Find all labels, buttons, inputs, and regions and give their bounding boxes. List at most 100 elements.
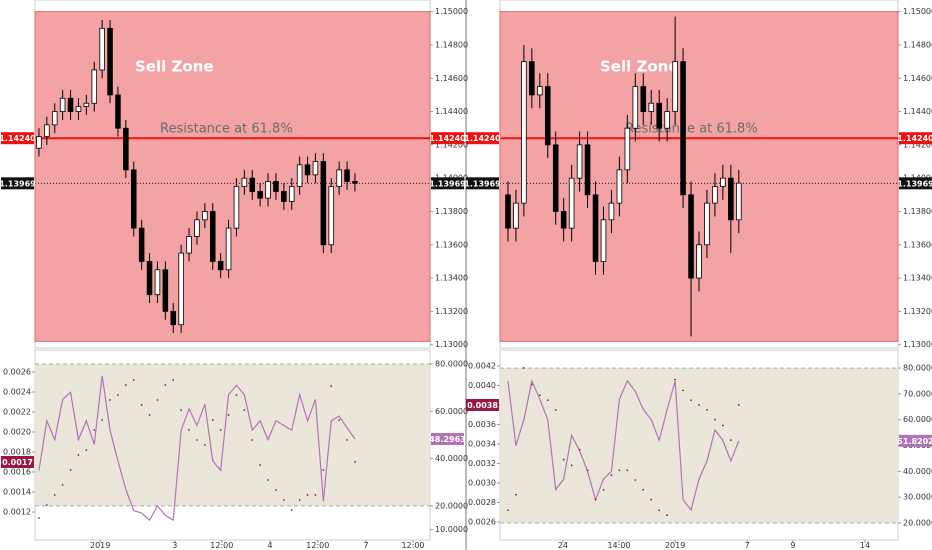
- y-tick-label: 0.0020: [3, 428, 31, 437]
- indicator-dot: [148, 414, 151, 416]
- price-tag: [1, 456, 34, 468]
- zone-label: Sell Zone: [135, 58, 214, 76]
- indicator-dot: [290, 509, 293, 511]
- price-tag: [466, 398, 499, 411]
- price-tag: [1, 132, 34, 145]
- y-tick-label: 0.0016: [3, 468, 31, 477]
- candle-body: [576, 144, 583, 179]
- candle-body: [616, 169, 623, 204]
- y-tick-label: 1.14200: [435, 140, 468, 149]
- y-tick-label: 1.14400: [903, 107, 932, 116]
- y-tick-label: 0.0026: [3, 368, 31, 377]
- candle-body: [225, 227, 232, 271]
- indicator-dot: [267, 479, 269, 481]
- indicator-dot: [227, 414, 230, 416]
- x-tick-label: 2019: [90, 541, 110, 550]
- indicator-dot: [507, 509, 509, 512]
- candle-body: [288, 186, 295, 202]
- indicator-dot: [219, 429, 222, 431]
- candle-body: [312, 161, 319, 176]
- candle-body: [328, 186, 335, 246]
- indicator-dot: [515, 493, 517, 496]
- y-tick-label: 1.14600: [435, 74, 468, 83]
- candle-body: [592, 194, 599, 262]
- x-tick-label: 12:00: [401, 541, 424, 550]
- indicator-dot: [562, 458, 565, 461]
- price-tag-label: 1.13969: [0, 179, 36, 188]
- indicator-dot: [61, 484, 64, 486]
- candle-body: [552, 144, 559, 212]
- y2-tick-label: 20.0000: [903, 518, 932, 527]
- indicator-band: [500, 368, 898, 523]
- candle-body: [123, 127, 129, 171]
- indicator-dot: [737, 404, 740, 406]
- y2-tick-label: 40.0000: [903, 467, 932, 476]
- price-tag-label: 1.13969: [897, 179, 932, 188]
- price-tag: [899, 434, 932, 447]
- y-tick-label: 1.14400: [435, 107, 468, 116]
- candle-body: [194, 219, 200, 237]
- candle-body: [146, 261, 153, 296]
- candle-body: [352, 181, 358, 184]
- y-tick-label: 1.15000: [435, 7, 468, 16]
- candle-body: [568, 177, 575, 229]
- candle-body: [608, 202, 615, 221]
- x-tick-label: 24: [558, 541, 568, 550]
- candle-body: [680, 61, 686, 196]
- indicator-dot: [658, 509, 661, 512]
- price-tag-label: 48.2963: [429, 435, 465, 444]
- candle-body: [154, 269, 161, 296]
- candle-body: [202, 211, 208, 221]
- price-tag: [899, 132, 932, 145]
- indicator-dot: [634, 479, 637, 481]
- indicator-dot: [330, 385, 333, 387]
- candle-body: [600, 219, 607, 262]
- candle-body: [273, 181, 279, 192]
- candle-body: [544, 86, 551, 146]
- indicator-dot: [172, 379, 175, 381]
- x-tick-label: 9: [790, 541, 795, 550]
- indicator-dot: [554, 408, 557, 411]
- candle-body: [91, 69, 98, 104]
- candle-body: [688, 194, 694, 279]
- candle-body: [281, 191, 287, 202]
- y-tick-label: 0.0034: [468, 439, 496, 448]
- indicator-dot: [642, 488, 645, 491]
- indicator-dot: [682, 389, 684, 392]
- candle-body: [209, 211, 216, 262]
- y-tick-label: 1.13400: [435, 274, 468, 283]
- candle-body: [83, 102, 90, 107]
- indicator-dot: [729, 439, 732, 441]
- indicator-dot: [282, 499, 285, 501]
- candle-body: [712, 186, 718, 204]
- candle-body: [529, 61, 535, 96]
- candle-body: [584, 144, 591, 196]
- indicator-dot: [570, 464, 573, 467]
- price-tag: [466, 132, 499, 145]
- indicator-dot: [132, 379, 135, 381]
- candle-body: [513, 202, 519, 229]
- y-tick-label: 0.0040: [468, 381, 496, 390]
- indicator-dot: [298, 499, 301, 501]
- y-tick-label: 1.13800: [903, 207, 932, 216]
- x-tick-label: 7: [363, 541, 368, 550]
- indicator-dot: [93, 429, 96, 431]
- indicator-dot: [706, 408, 708, 411]
- candle-body: [170, 310, 177, 326]
- price-tag-label: 51.8202: [897, 437, 932, 446]
- price-tag: [431, 432, 464, 445]
- price-tag: [431, 177, 464, 190]
- indicator-dot: [85, 449, 88, 451]
- indicator-dot: [698, 404, 700, 406]
- y-tick-label: 1.13200: [435, 307, 468, 316]
- y-tick-label: 0.0042: [468, 361, 496, 370]
- indicator-dot: [610, 474, 613, 477]
- indicator-dot: [522, 367, 525, 369]
- indicator-dot: [251, 439, 254, 441]
- zone-label: Sell Zone: [600, 58, 679, 76]
- indicator-dot: [109, 399, 111, 401]
- resistance-label: Resistance at 61.8%: [625, 122, 758, 137]
- price-tag-label: 0.0017: [2, 458, 33, 467]
- y-tick-label: 1.15000: [903, 7, 932, 16]
- price-tag-label: 0.0038: [467, 401, 498, 410]
